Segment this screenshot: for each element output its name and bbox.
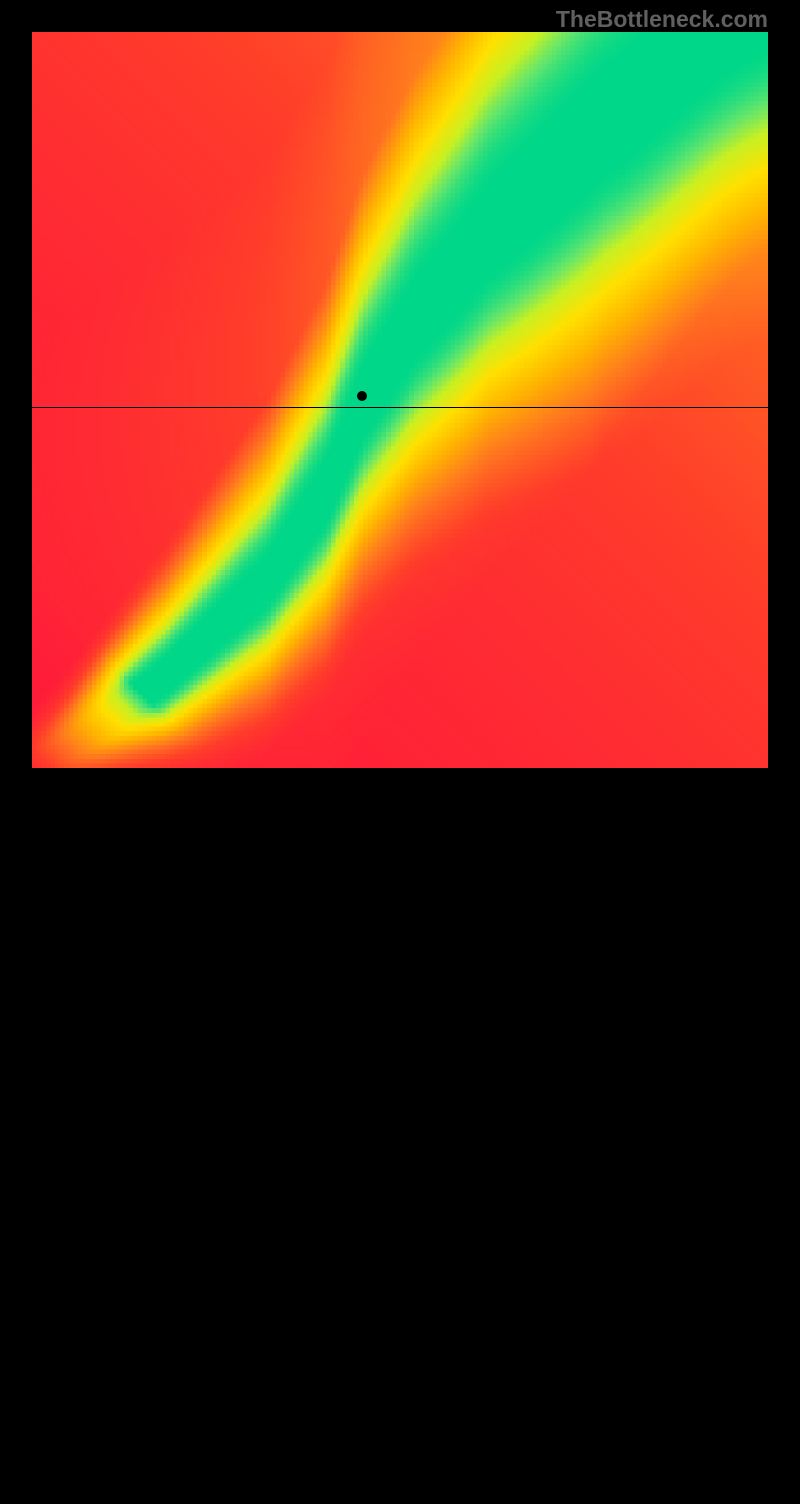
- heatmap-plot: [32, 32, 768, 768]
- crosshair-horizontal: [32, 407, 768, 408]
- data-point-marker: [357, 391, 367, 401]
- watermark-text: TheBottleneck.com: [556, 6, 768, 33]
- heatmap-canvas: [32, 32, 768, 768]
- crosshair-vertical: [368, 768, 369, 1504]
